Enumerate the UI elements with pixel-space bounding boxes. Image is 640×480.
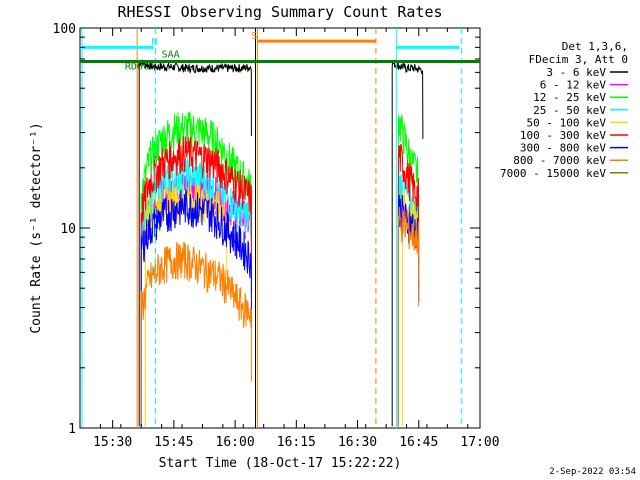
legend-entry-label: 300 - 800 keV: [520, 142, 606, 155]
legend-entry-label: 7000 - 15000 keV: [500, 167, 606, 180]
data-layer: [138, 59, 424, 427]
x-tick-label: 15:45: [154, 435, 193, 450]
x-tick-label: 16:30: [338, 435, 377, 450]
legend-entry-label: 100 - 300 keV: [520, 129, 606, 142]
axis-layer: 15:30 15:45 16:00 16:15 16:30 16:45 17:00 1 10 10…: [53, 22, 500, 450]
y-axis-label: Count Rate (s⁻¹ detector⁻¹): [29, 122, 44, 333]
flag-label: S: [251, 31, 257, 42]
plot-area: [79, 27, 481, 429]
series-trace: [140, 241, 252, 427]
plot-frame: [79, 27, 481, 429]
x-axis-label: Start Time (18-Oct-17 15:22:22): [159, 456, 402, 471]
x-tick-label: 16:45: [399, 435, 438, 450]
x-tick-label: 15:30: [93, 435, 132, 450]
chart-title: RHESSI Observing Summary Count Rates: [117, 3, 442, 21]
series-trace: [140, 158, 252, 427]
y-tick-label: 1: [68, 422, 76, 437]
flag-label: RDOC: [125, 62, 149, 73]
y-tick-label: 10: [60, 222, 76, 237]
y-tick-label: 100: [53, 22, 76, 37]
legend-entry-label: 6 - 12 keV: [540, 79, 607, 92]
x-tick-label: 16:00: [216, 435, 255, 450]
legend-header: Det 1,3,6,: [562, 40, 628, 53]
legend-entry-label: 50 - 100 keV: [527, 116, 607, 129]
flag-label: SAA: [162, 50, 180, 61]
legend-entry-label: 800 - 7000 keV: [513, 154, 606, 167]
series-trace: [140, 189, 252, 427]
generation-timestamp: 2-Sep-2022 03:54: [549, 467, 636, 477]
legend-entry-label: 12 - 25 keV: [533, 91, 606, 104]
series-trace: [138, 59, 252, 427]
series-trace: [140, 111, 252, 427]
series-trace: [397, 206, 420, 427]
flag-layer: N S RDOC SAA: [80, 28, 480, 428]
legend-entry-label: 25 - 50 keV: [533, 104, 606, 117]
flag-label: N: [151, 37, 157, 48]
legend-entry-label: 3 - 6 keV: [546, 66, 606, 79]
series-trace: [140, 136, 252, 427]
x-tick-label: 16:15: [277, 435, 316, 450]
x-tick-label: 17:00: [460, 435, 499, 450]
series-trace: [397, 143, 420, 427]
legend-header: FDecim 3, Att 0: [529, 53, 628, 66]
series-trace: [397, 114, 420, 427]
series-trace: [391, 60, 424, 427]
